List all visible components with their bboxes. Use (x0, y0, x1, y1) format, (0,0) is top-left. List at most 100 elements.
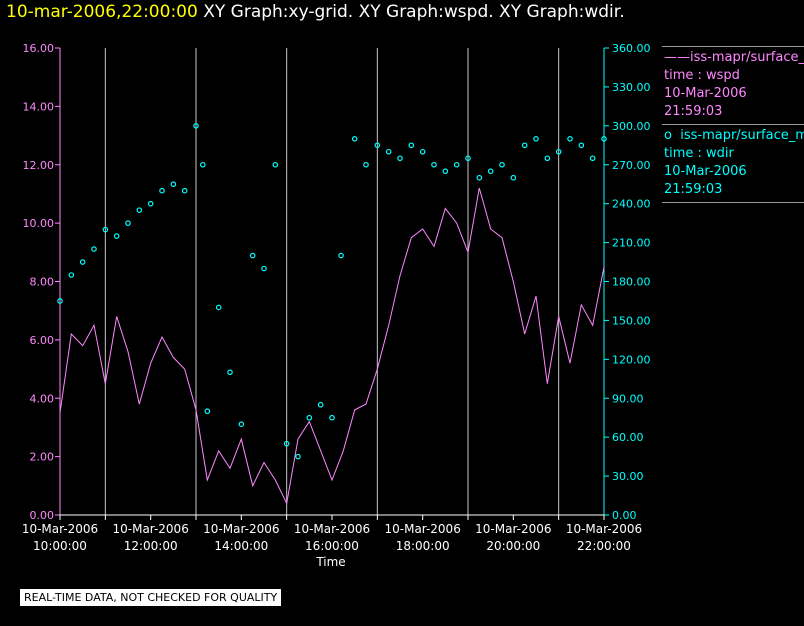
legend-wdir-line3: 21:59:03 (664, 182, 723, 197)
series-wdir-point (102, 226, 109, 233)
legend-wdir[interactable]: o iss-mapr/surface_met time : wdir 10-Ma… (662, 124, 804, 203)
legend-wspd-line1: time : wspd (664, 68, 740, 83)
series-wdir-point (147, 200, 154, 207)
x-tick-label: 16:00:00 (305, 539, 359, 553)
series-wdir-point (91, 246, 97, 252)
series-wdir-point (374, 142, 381, 149)
legend: ——iss-mapr/surface_met time : wspd 10-Ma… (662, 46, 804, 203)
series-wdir-point (317, 401, 324, 408)
legend-wdir-line2: 10-Mar-2006 (664, 164, 747, 179)
legend-wspd-line3: 21:59:03 (664, 104, 723, 119)
series-wdir-point (442, 168, 449, 175)
left-tick-label: 4.00 (30, 392, 55, 405)
legend-wdir-line1: time : wdir (664, 146, 734, 161)
series-wdir-point (338, 252, 344, 259)
series-wdir-point (261, 265, 267, 272)
series-wdir-point (499, 161, 505, 168)
legend-wspd-series: ——iss-mapr/surface_met (664, 49, 804, 67)
x-tick-label: 18:00:00 (396, 539, 450, 553)
series-wdir-point (125, 220, 131, 226)
series-wdir-point (363, 161, 369, 168)
series-wdir-point (487, 168, 494, 175)
series-wdir-point (181, 187, 188, 194)
left-tick-label: 6.00 (30, 334, 55, 347)
legend-wspd-name: iss-mapr/surface_met (690, 50, 804, 65)
title-graphs: XY Graph:xy-grid. XY Graph:wspd. XY Grap… (203, 2, 625, 22)
series-wdir-point (193, 123, 199, 129)
x-axis: 10-Mar-2006 10:00:00 10-Mar-2006 12:00:00 10… (22, 514, 642, 553)
series-wdir-point (200, 161, 206, 168)
series-wdir-point (601, 136, 607, 142)
series-wspd-line (59, 187, 605, 505)
right-tick-label: 150.00 (612, 314, 651, 327)
left-tick-label: 0.00 (30, 509, 55, 522)
series-wdir-point (567, 136, 573, 142)
series-wdir-point (295, 453, 301, 460)
legend-wdir-series: o iss-mapr/surface_met (664, 127, 804, 145)
left-tick-label: 12.00 (23, 159, 55, 172)
legend-wspd-symbol: —— (664, 50, 690, 65)
left-tick-label: 14.00 (23, 100, 55, 113)
series-wdir-point (510, 174, 517, 181)
series-wdir-point (272, 161, 279, 168)
left-tick-label: 2.00 (30, 451, 55, 464)
series-wdir-point (578, 142, 585, 149)
series-wdir-point (476, 174, 483, 181)
right-tick-label: 90.00 (612, 392, 644, 405)
left-axis: 0.00 2.00 4.00 6.00 8.00 10.00 12.00 14.00 16.00 (23, 42, 61, 522)
series-wdir-point (329, 414, 335, 421)
series-wdir-point (238, 421, 245, 427)
legend-wspd[interactable]: ——iss-mapr/surface_met time : wspd 10-Ma… (662, 46, 804, 124)
right-tick-label: 0.00 (612, 509, 637, 522)
series-wdir-point (419, 148, 426, 155)
series-wdir-point (555, 148, 562, 155)
series-wdir-point (397, 155, 403, 162)
x-tick-label: 10-Mar-2006 (566, 522, 642, 536)
x-tick-label: 10-Mar-2006 (294, 522, 370, 536)
series-wdir-point (136, 207, 143, 213)
right-tick-label: 180.00 (612, 276, 651, 289)
legend-wdir-name: iss-mapr/surface_met (680, 128, 804, 143)
quality-notice: REAL-TIME DATA, NOT CHECKED FOR QUALITY (20, 589, 282, 606)
legend-wspd-line2: 10-Mar-2006 (664, 86, 747, 101)
series-wdir-point (249, 252, 256, 259)
right-tick-label: 330.00 (612, 81, 651, 94)
grid-lines (104, 48, 560, 515)
series-wdir-point (533, 136, 539, 142)
series-wdir-point (589, 155, 596, 162)
series-wdir-point (68, 272, 75, 278)
series-wdir-point (521, 142, 528, 149)
series-layer (57, 123, 607, 505)
left-tick-label: 16.00 (23, 42, 55, 55)
legend-wdir-symbol: o (664, 128, 672, 143)
x-tick-label: 10-Mar-2006 (384, 522, 460, 536)
series-wdir-point (385, 148, 392, 155)
series-wdir-point (227, 369, 233, 376)
x-tick-label: 14:00:00 (214, 539, 268, 553)
title-bar: 10-mar-2006,22:00:00 XY Graph:xy-grid. X… (6, 2, 625, 22)
series-wdir-point (453, 161, 460, 168)
series-wdir-point (204, 408, 211, 415)
series-wdir-point (159, 187, 165, 194)
right-tick-label: 360.00 (612, 42, 651, 55)
x-tick-label: 22:00:00 (577, 539, 631, 553)
x-axis-label: Time (315, 555, 345, 569)
right-tick-label: 270.00 (612, 159, 651, 172)
right-tick-label: 30.00 (612, 470, 644, 483)
x-tick-label: 10-Mar-2006 (112, 522, 188, 536)
series-wdir-point (113, 233, 120, 239)
right-axis: 0.00 30.00 60.00 90.00 120.00 150.00 180.00 210… (603, 42, 651, 522)
x-tick-label: 10-Mar-2006 (22, 522, 98, 536)
right-tick-label: 120.00 (612, 353, 651, 366)
x-tick-label: 10:00:00 (33, 539, 87, 553)
series-wdir-point (79, 259, 86, 265)
x-tick-label: 20:00:00 (486, 539, 540, 553)
x-tick-label: 10-Mar-2006 (203, 522, 279, 536)
x-tick-label: 10-Mar-2006 (475, 522, 551, 536)
right-tick-label: 300.00 (612, 120, 651, 133)
right-tick-label: 240.00 (612, 198, 651, 211)
series-wdir-point (351, 136, 358, 142)
series-wdir-point (408, 142, 415, 149)
series-wdir-point (431, 161, 437, 168)
